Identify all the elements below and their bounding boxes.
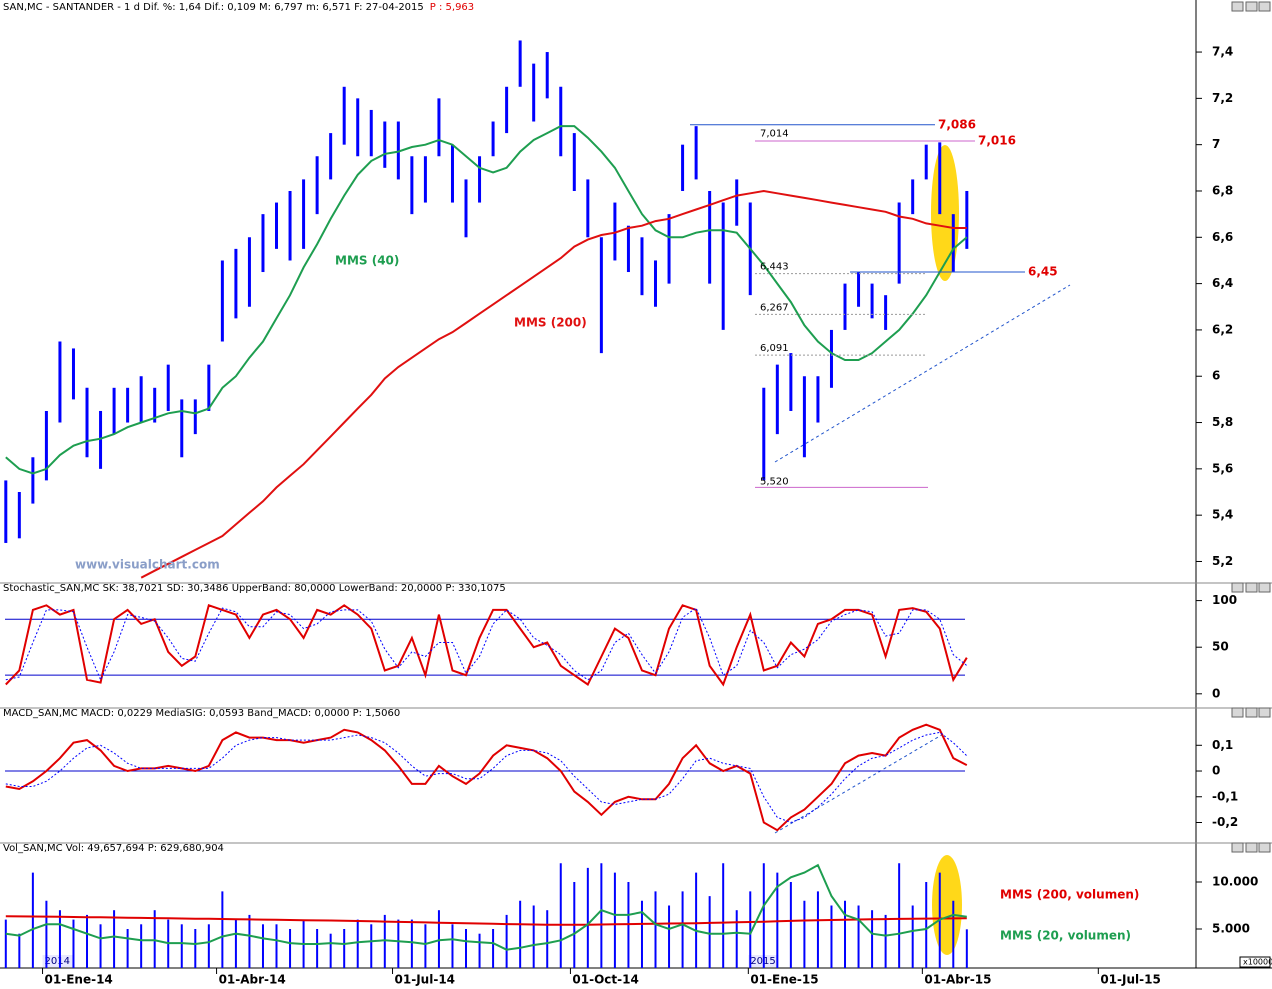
series-line [5, 607, 968, 682]
series-label: MMS (40) [335, 254, 399, 268]
unit-label: x10000 [1243, 958, 1272, 967]
level-label: 6,267 [760, 302, 789, 313]
x-tick-label: 01-Oct-14 [572, 973, 638, 987]
series-line [5, 915, 967, 926]
x-tick-label: 01-Abr-15 [924, 973, 991, 987]
window-button[interactable] [1231, 1, 1244, 12]
plot-layers: 01-Ene-14 01-Abr-14 01-Jul-14 01-Oct-14 01-E… [3, 1, 1272, 987]
y-tick-label: 6,8 [1212, 183, 1233, 197]
window-button[interactable] [1245, 582, 1258, 593]
y-tick-label: 7,4 [1212, 45, 1233, 59]
window-button[interactable] [1231, 582, 1244, 593]
y-tick-label: 7 [1212, 137, 1220, 151]
watermark: www.visualchart.com [75, 558, 220, 572]
level-label: 7,016 [978, 133, 1016, 147]
series-label: MMS (20, volumen) [1000, 929, 1131, 943]
series-line [5, 863, 967, 951]
y-tick-label: 5,8 [1212, 415, 1233, 429]
level-label: 6,45 [1028, 265, 1058, 279]
series-line [5, 125, 968, 475]
panel [4, 40, 969, 579]
year-label: 2014 [45, 956, 70, 967]
year-label-box [42, 955, 73, 967]
panel-header: Stochastic_SAN,MC SK: 38,7021 SD: 30,348… [3, 583, 506, 594]
level-label: 7,086 [938, 117, 976, 131]
series-label: MMS (200) [514, 316, 587, 330]
x-tick-label: 01-Ene-14 [45, 973, 113, 987]
series-line [5, 723, 968, 832]
series-line [5, 604, 968, 687]
highlight-ellipse [931, 145, 959, 281]
y-tick-label: 5,4 [1212, 508, 1233, 522]
y-tick-label: 5,2 [1212, 554, 1233, 568]
y-tick-label: -0,1 [1212, 789, 1238, 803]
panel [5, 604, 968, 687]
panel [5, 723, 968, 832]
window-button[interactable] [1258, 1, 1271, 12]
trend-line [774, 732, 946, 834]
y-tick-label: 6 [1212, 369, 1220, 383]
series-label: MMS (200, volumen) [1000, 888, 1139, 902]
window-button[interactable] [1258, 842, 1271, 853]
y-tick-label: 6,4 [1212, 276, 1233, 290]
panel-header: SAN,MC - SANTANDER - 1 d Dif. %: 1,64 Di… [3, 2, 424, 13]
y-tick-label: 50 [1212, 640, 1229, 654]
window-button[interactable] [1245, 842, 1258, 853]
y-tick-label: 7,2 [1212, 91, 1233, 105]
level-label: 6,443 [760, 262, 789, 273]
highlight-ellipse [932, 855, 962, 955]
window-button[interactable] [1258, 582, 1271, 593]
level-label: 6,091 [760, 343, 789, 354]
y-tick-label: 0 [1212, 764, 1220, 778]
window-button[interactable] [1231, 842, 1244, 853]
unit-box [1239, 956, 1271, 968]
y-tick-label: 6,6 [1212, 230, 1233, 244]
window-button[interactable] [1231, 707, 1244, 718]
panel-header: MACD_SAN,MC MACD: 0,0229 MediaSIG: 0,059… [3, 708, 400, 719]
x-tick-label: 01-Ene-15 [750, 973, 818, 987]
y-tick-label: 0,1 [1212, 738, 1233, 752]
y-tick-label: 5.000 [1212, 921, 1250, 935]
window-button[interactable] [1258, 707, 1271, 718]
panel-header-price: P : 5,963 [430, 2, 474, 13]
x-tick-label: 01-Abr-14 [219, 973, 286, 987]
window-button[interactable] [1245, 707, 1258, 718]
y-tick-label: 100 [1212, 593, 1237, 607]
window-button[interactable] [1245, 1, 1258, 12]
level-label: 5,520 [760, 476, 789, 487]
level-label: 7,014 [760, 128, 789, 139]
panel-header: Vol_SAN,MC Vol: 49,657,694 P: 629,680,90… [3, 843, 224, 854]
y-tick-label: -0,2 [1212, 815, 1238, 829]
y-tick-label: 0 [1212, 686, 1220, 700]
series-line [5, 731, 968, 824]
y-tick-label: 5,6 [1212, 461, 1233, 475]
x-tick-label: 01-Jul-14 [395, 973, 455, 987]
panel [4, 863, 968, 968]
y-tick-label: 10.000 [1212, 874, 1258, 888]
y-tick-label: 6,2 [1212, 322, 1233, 336]
x-tick-label: 01-Jul-15 [1100, 973, 1160, 987]
series-line [140, 189, 967, 579]
